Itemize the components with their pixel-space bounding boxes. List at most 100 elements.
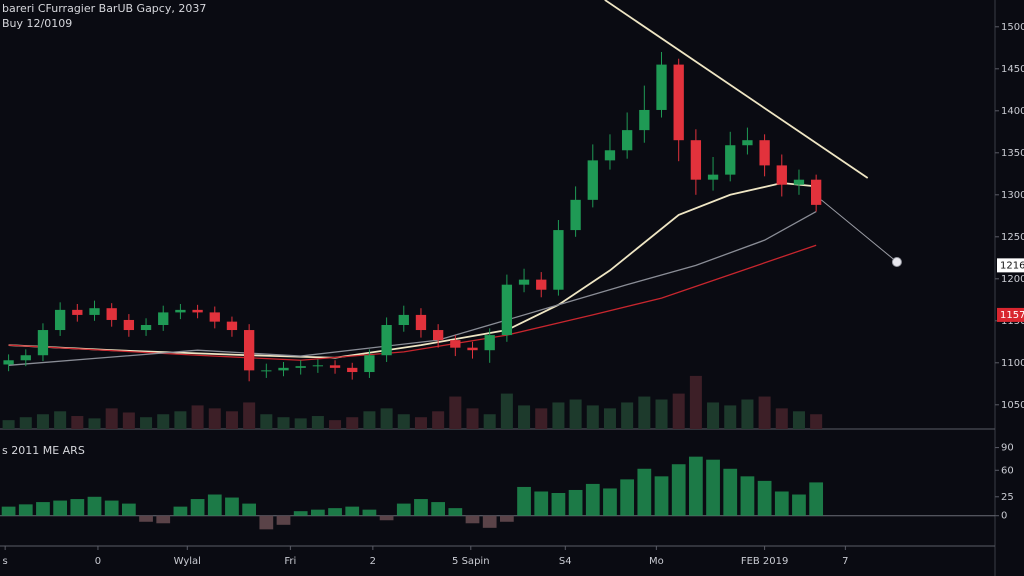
x-tick-label: Mo	[649, 556, 664, 567]
volume-bar	[277, 417, 290, 429]
candle-body	[587, 160, 598, 200]
oscillator-bar	[654, 476, 669, 516]
volume-bar	[208, 408, 221, 429]
oscillator-bar	[620, 479, 635, 516]
volume-bar	[294, 418, 307, 429]
candle-body	[140, 325, 152, 331]
y-tick-label: 90	[1001, 443, 1014, 454]
candle-body	[347, 367, 358, 373]
volume-bar	[775, 408, 788, 429]
volume-bar	[483, 414, 496, 429]
candle-body	[484, 335, 495, 351]
volume-bar	[449, 396, 462, 429]
candle-body	[415, 314, 427, 331]
volume-bar	[122, 412, 135, 429]
candle-body	[570, 199, 581, 231]
candle-body	[501, 284, 513, 336]
volume-bar	[311, 416, 324, 429]
moving-average	[8, 182, 817, 359]
candle-body	[467, 347, 478, 351]
oscillator-bar	[225, 497, 239, 516]
candle-body	[261, 370, 272, 372]
oscillator-bar	[431, 502, 446, 516]
volume-bar	[518, 405, 531, 429]
oscillator-bar	[53, 500, 68, 516]
oscillator-bar	[328, 508, 342, 516]
candle-body	[656, 64, 667, 110]
oscillator-bar	[500, 515, 514, 522]
volume-bar	[466, 408, 479, 429]
price-marker-label: 1157	[1000, 310, 1024, 321]
candle-body	[192, 309, 203, 313]
moving-average	[8, 211, 817, 366]
oscillator-bar	[774, 491, 789, 516]
oscillator-bar	[121, 503, 136, 516]
y-tick-label: 1400	[1001, 106, 1024, 117]
candle-body	[175, 309, 186, 313]
candle-body	[553, 230, 564, 290]
oscillator-bar	[242, 503, 257, 516]
price-marker	[997, 307, 1024, 322]
candle-body	[793, 179, 805, 185]
price-marker-label: 1216	[1000, 260, 1024, 271]
volume-bar	[741, 399, 754, 429]
candle-body	[312, 365, 324, 367]
oscillator-bar	[36, 502, 50, 516]
x-tick-label: 0	[95, 556, 101, 567]
volume-bar	[346, 417, 359, 429]
oscillator-bar	[70, 499, 85, 516]
volume-bar	[414, 417, 427, 429]
y-tick-label: 1300	[1001, 190, 1024, 201]
x-tick-label: FEB 2019	[741, 556, 789, 567]
y-tick-label: 1350	[1001, 148, 1024, 159]
oscillator-bar	[310, 509, 325, 516]
volume-bar	[260, 414, 273, 429]
volume-bar	[88, 418, 101, 429]
oscillator-bar	[190, 499, 205, 516]
volume-bar	[2, 420, 15, 429]
volume-bar	[552, 402, 565, 429]
volume-bar	[397, 414, 410, 429]
y-tick-label: 1200	[1001, 274, 1024, 285]
volume-bar	[329, 420, 342, 429]
oscillator-bar	[551, 493, 566, 516]
y-tick-label: 1450	[1001, 64, 1024, 75]
oscillator-bar	[585, 483, 600, 516]
volume-bar	[810, 414, 823, 429]
x-tick-label: Fri	[284, 556, 296, 567]
oscillator-bar	[706, 459, 720, 516]
candle-body	[295, 366, 306, 368]
oscillator-bar	[568, 489, 583, 516]
volume-bar	[54, 411, 67, 429]
volume-bar	[689, 375, 702, 429]
candle-body	[536, 279, 547, 290]
volume-bar	[792, 411, 805, 429]
candle-body	[364, 355, 375, 373]
oscillator-bar	[414, 499, 428, 516]
volume-bar	[174, 411, 187, 429]
x-tick-label: 5 Sapin	[452, 556, 489, 567]
chart-subtitle: Buy 12/0109	[2, 17, 72, 30]
volume-bar	[672, 393, 685, 429]
oscillator-bar	[448, 508, 463, 516]
oscillator-bar	[173, 506, 188, 516]
candle-body	[725, 145, 736, 175]
volume-bar	[724, 405, 737, 429]
candle-body	[20, 355, 31, 361]
oscillator-bar	[259, 515, 274, 530]
y-tick-label: 1100	[1001, 358, 1024, 369]
oscillator-bar	[1, 506, 16, 516]
volume-bar	[363, 411, 376, 429]
volume-bar	[380, 408, 393, 429]
volume-bar	[19, 417, 32, 429]
projection-line	[820, 199, 898, 263]
candle-body	[106, 308, 117, 320]
candle-body	[398, 314, 409, 325]
volume-bar	[500, 393, 513, 429]
candle-body	[673, 64, 684, 141]
candle-body	[226, 321, 238, 331]
oscillator-bar	[396, 503, 411, 516]
oscillator-bar	[740, 476, 755, 516]
volume-bar	[638, 396, 651, 429]
